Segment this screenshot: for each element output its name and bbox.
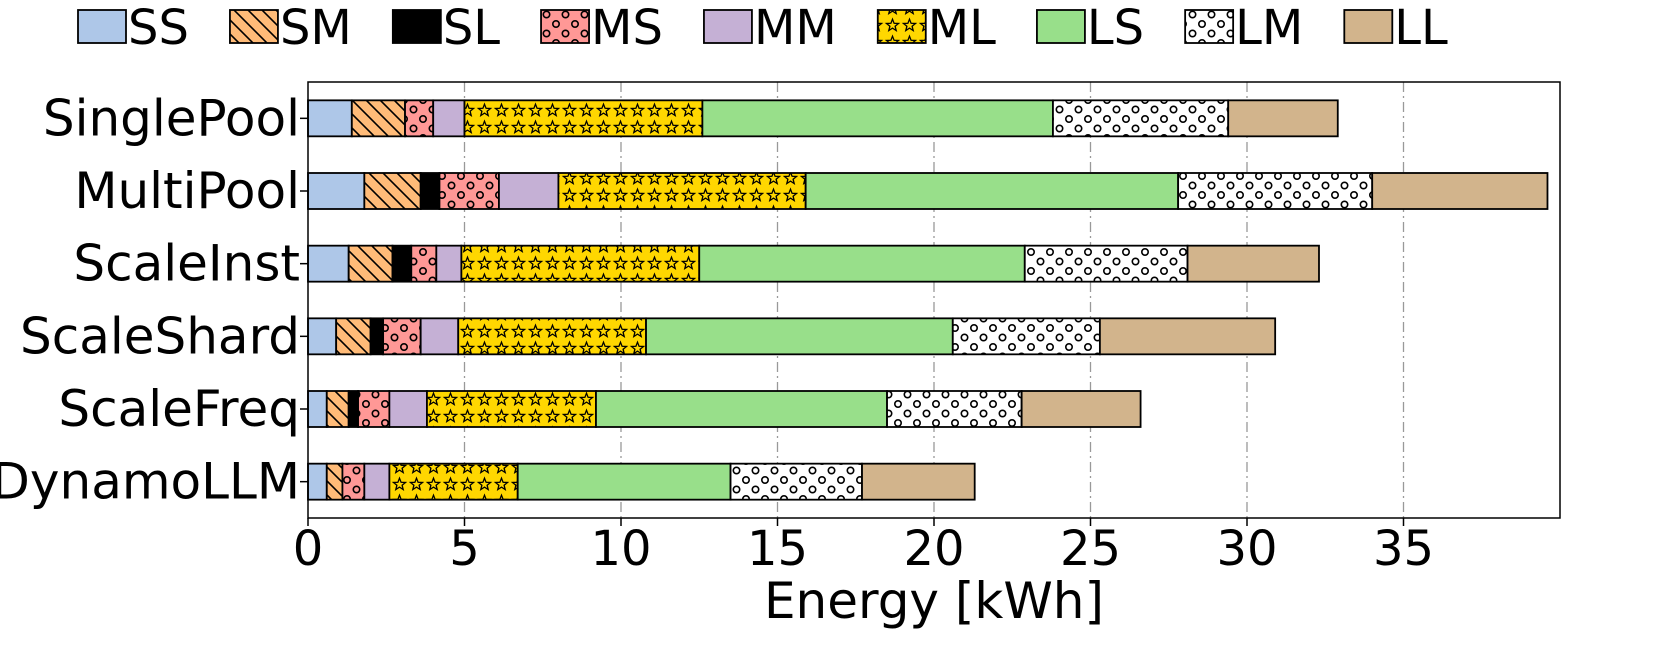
y-tick-label-scaleinst: ScaleInst [73, 235, 300, 293]
x-axis-label: Energy [kWh] [764, 572, 1104, 630]
bar-multipool-ls [804, 172, 1180, 210]
bar-singlepool-mm [432, 99, 466, 138]
legend-ml-label: ML [928, 0, 996, 56]
x-tick-label-5: 5 [449, 521, 480, 577]
bar-singlepool-sm-hatch [351, 100, 406, 137]
bar-scalefreq-ll [1020, 390, 1142, 428]
legend-sm-label: SM [280, 0, 352, 56]
legend-ms-label: MS [591, 0, 663, 56]
bar-dynamollm-mm [363, 462, 391, 501]
x-tick-label-0: 0 [293, 521, 324, 577]
bar-multipool-ml-hatch [558, 173, 806, 209]
legend-lm-swatch-hatch [1185, 10, 1234, 43]
bar-scaleshard-lm-hatch [952, 318, 1100, 355]
legend-ls-swatch [1036, 9, 1086, 44]
y-tick-label-scalefreq: ScaleFreq [58, 380, 300, 438]
bar-dynamollm-ms-hatch [342, 463, 365, 500]
legend-ls-label: LS [1087, 0, 1144, 56]
bar-singlepool-lm-hatch [1052, 100, 1229, 137]
bar-multipool-lm-hatch [1178, 173, 1373, 209]
bar-dynamollm-ll [861, 462, 976, 501]
legend-ll-label: LL [1394, 0, 1448, 56]
x-tick-label-10: 10 [590, 521, 651, 577]
legend-lm-label: LM [1235, 0, 1303, 56]
grid-lines [463, 82, 1405, 518]
bar-scaleinst-ss [307, 244, 350, 283]
bar-multipool-ll [1371, 172, 1549, 210]
bar-scalefreq-ms-hatch [358, 391, 390, 427]
bar-scaleshard-ls [645, 317, 954, 356]
bar-scaleshard-ss [307, 317, 338, 356]
bar-scaleinst-ms-hatch [411, 245, 437, 282]
bar-scalefreq-sm-hatch [326, 391, 349, 427]
bar-scaleinst-lm-hatch [1024, 245, 1188, 282]
bar-dynamollm-ls [516, 462, 732, 501]
bar-dynamollm-ss [307, 462, 328, 501]
bar-dynamollm-sm-hatch [326, 463, 343, 500]
x-tick-label-30: 30 [1216, 521, 1277, 577]
bar-multipool-sm-hatch [364, 173, 421, 209]
x-tick-label-25: 25 [1060, 521, 1121, 577]
x-tick-label-15: 15 [747, 521, 808, 577]
bar-scaleinst-ls [698, 244, 1026, 283]
bar-dynamollm-lm-hatch [730, 463, 863, 500]
x-axis: 0 5 10 15 20 25 30 35 [293, 518, 1434, 577]
bar-multipool-ss [307, 172, 366, 210]
legend: SS SM SL MS MM ML LS LM LL [77, 0, 1448, 56]
bar-scalefreq-sl [347, 390, 359, 428]
y-tick-label-dynamollm: DynamoLLM [0, 453, 300, 511]
legend-sl-swatch [391, 9, 442, 44]
bar-scaleinst-sm-hatch [348, 245, 393, 282]
bar-singlepool-ll [1227, 99, 1339, 138]
y-tick-label-singlepool: SinglePool [43, 89, 300, 147]
bar-scaleshard-ml-hatch [458, 318, 647, 355]
bar-scalefreq-lm-hatch [887, 391, 1022, 427]
bar-scaleinst-ll [1186, 244, 1320, 283]
bar-multipool-sl [419, 172, 441, 210]
legend-sm-swatch-hatch [229, 10, 278, 43]
bar-scaleshard-ms-hatch [383, 318, 421, 355]
bar-multipool-ms-hatch [439, 173, 499, 209]
x-tick-label-20: 20 [903, 521, 964, 577]
legend-sl-label: SL [443, 0, 500, 56]
bar-scalefreq-mm [388, 390, 428, 428]
y-tick-label-scaleshard: ScaleShard [20, 307, 300, 365]
bar-scaleinst-ml-hatch [461, 245, 700, 282]
legend-ss-swatch [77, 9, 127, 44]
legend-ll-swatch [1343, 9, 1394, 44]
legend-mm-swatch [703, 9, 753, 44]
bar-scaleshard-ll [1098, 317, 1277, 356]
y-axis: SinglePool MultiPool ScaleInst ScaleShard Sc… [0, 89, 308, 511]
x-tick-label-35: 35 [1373, 521, 1434, 577]
bar-dynamollm-ml-hatch [389, 463, 518, 500]
bar-singlepool-ls [701, 99, 1054, 138]
legend-ss-label: SS [128, 0, 189, 56]
y-tick-label-multipool: MultiPool [74, 162, 300, 220]
bar-scalefreq-ss [307, 390, 328, 428]
bar-singlepool-ss [307, 99, 353, 138]
legend-mm-label: MM [754, 0, 837, 56]
bar-scaleinst-mm [435, 244, 463, 283]
bar-scalefreq-ml-hatch [426, 391, 596, 427]
bar-scaleshard-sl [369, 317, 385, 356]
bar-scalefreq-ls [595, 390, 888, 428]
bar-singlepool-ms-hatch [405, 100, 434, 137]
bar-scaleshard-mm [419, 317, 460, 356]
bars [307, 99, 1549, 501]
bar-scaleshard-sm-hatch [336, 318, 371, 355]
bar-scaleinst-sl [391, 244, 413, 283]
bar-singlepool-ml-hatch [464, 100, 703, 137]
legend-ml-swatch-hatch [877, 10, 926, 43]
legend-ms-swatch-hatch [541, 10, 590, 43]
bar-multipool-mm [498, 172, 560, 210]
